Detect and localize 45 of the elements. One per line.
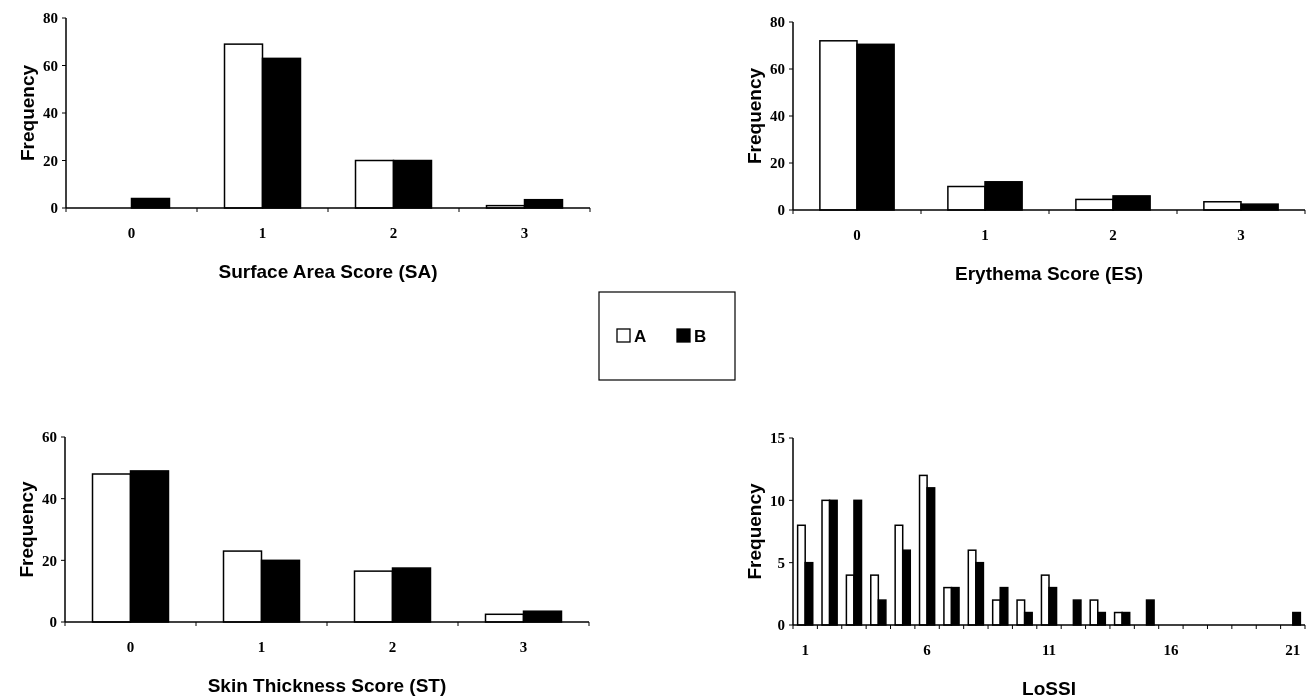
y-tick-label: 40 xyxy=(770,108,785,125)
x-tick-label: 0 xyxy=(126,639,135,655)
y-tick-label: 60 xyxy=(770,61,785,78)
y-tick-label: 40 xyxy=(42,490,57,507)
x-tick-label: 16 xyxy=(1163,642,1179,658)
x-tick-label: 1 xyxy=(981,227,989,243)
y-tick-label: 0 xyxy=(50,200,58,217)
x-tick-label: 6 xyxy=(923,642,932,658)
x-tick-label: 3 xyxy=(519,639,528,655)
x-tick-label: 0 xyxy=(127,225,136,241)
y-tick-label: 60 xyxy=(42,429,57,446)
y-tick-label: 20 xyxy=(43,152,58,169)
y-tick-label: 60 xyxy=(43,57,58,74)
y-tick-label: 0 xyxy=(777,202,785,219)
x-tick-label: 1 xyxy=(801,642,809,658)
x-axis-title: Skin Thickness Score (ST) xyxy=(207,675,447,696)
y-tick-label: 5 xyxy=(777,554,785,571)
y-tick-label: 20 xyxy=(42,552,57,569)
y-tick-label: 0 xyxy=(777,617,785,634)
x-axis-title: LoSSI xyxy=(1022,678,1076,698)
x-axis-title: Erythema Score (ES) xyxy=(955,263,1143,284)
x-tick-label: 3 xyxy=(520,225,529,241)
y-axis-title: Frequency xyxy=(17,64,38,162)
y-axis-title: Frequency xyxy=(16,481,37,578)
x-tick-label: 1 xyxy=(257,639,266,655)
y-tick-label: 80 xyxy=(43,10,58,27)
y-tick-label: 15 xyxy=(770,430,785,447)
x-axis-title: Surface Area Score (SA) xyxy=(218,261,438,282)
y-tick-label: 10 xyxy=(770,492,785,509)
x-tick-label: 1 xyxy=(258,225,267,241)
x-tick-label: 2 xyxy=(1109,227,1117,243)
y-tick-label: 80 xyxy=(770,14,785,31)
x-tick-label: 2 xyxy=(388,639,397,655)
y-axis-title: Frequency xyxy=(744,483,765,580)
y-axis-title: Frequency xyxy=(744,67,765,165)
x-tick-label: 2 xyxy=(389,225,398,241)
legend-label: B xyxy=(694,327,707,347)
x-tick-label: 21 xyxy=(1285,642,1301,658)
x-tick-label: 3 xyxy=(1237,227,1245,243)
y-tick-label: 0 xyxy=(49,614,57,631)
legend-label: A xyxy=(634,327,647,347)
x-tick-label: 11 xyxy=(1041,642,1057,658)
y-tick-label: 40 xyxy=(43,105,58,122)
y-tick-label: 20 xyxy=(770,155,785,172)
x-tick-label: 0 xyxy=(853,227,861,243)
